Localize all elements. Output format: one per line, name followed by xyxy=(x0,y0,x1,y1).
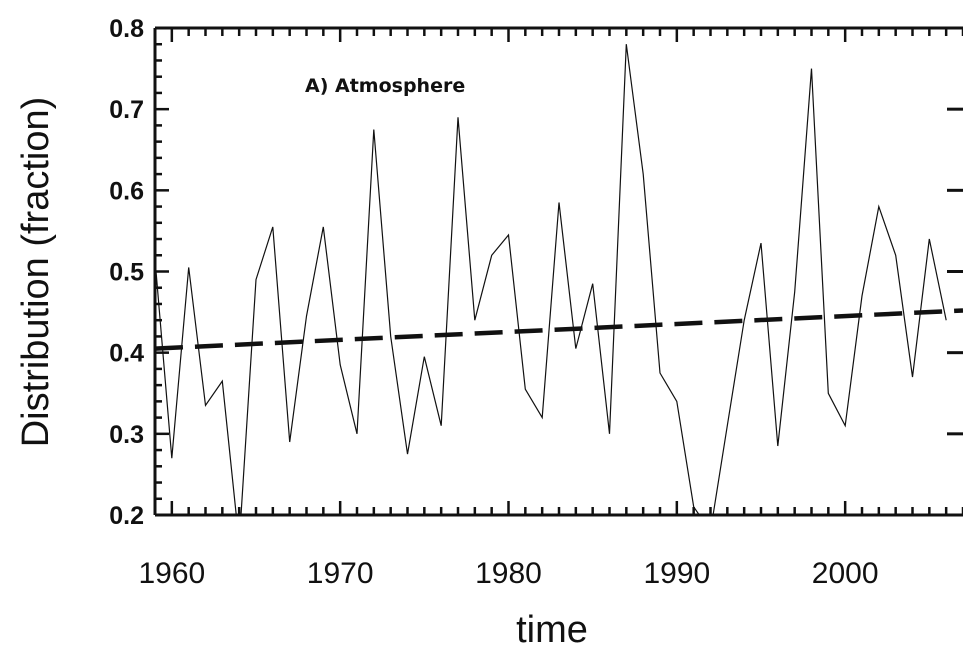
y-tick-label: 0.6 xyxy=(109,177,144,205)
x-tick-label: 1980 xyxy=(475,557,542,590)
x-tick-label: 1970 xyxy=(307,557,374,590)
data-series-line xyxy=(155,44,947,515)
x-tick-label: 2000 xyxy=(812,557,879,590)
x-tick-label: 1990 xyxy=(643,557,710,590)
y-tick-label: 0.3 xyxy=(109,421,144,449)
panel-annotation: A) Atmosphere xyxy=(305,75,465,97)
y-tick-label: 0.7 xyxy=(109,96,144,124)
trend-line xyxy=(155,308,963,351)
y-tick-label: 0.2 xyxy=(109,502,144,530)
series-layer xyxy=(155,44,963,515)
y-tick-label: 0.8 xyxy=(109,15,144,43)
x-tick-label: 1960 xyxy=(138,557,205,590)
x-axis-title: time xyxy=(516,609,588,645)
y-tick-label: 0.5 xyxy=(109,259,144,287)
y-tick-label: 0.4 xyxy=(109,340,144,368)
y-ticks: 0.2 0.3 0.4 0.5 0.6 0.7 0.8 xyxy=(109,15,963,530)
y-axis-title: Distribution (fraction) xyxy=(15,97,57,448)
x-ticks: 1960 1970 1980 1990 2000 xyxy=(138,28,963,590)
